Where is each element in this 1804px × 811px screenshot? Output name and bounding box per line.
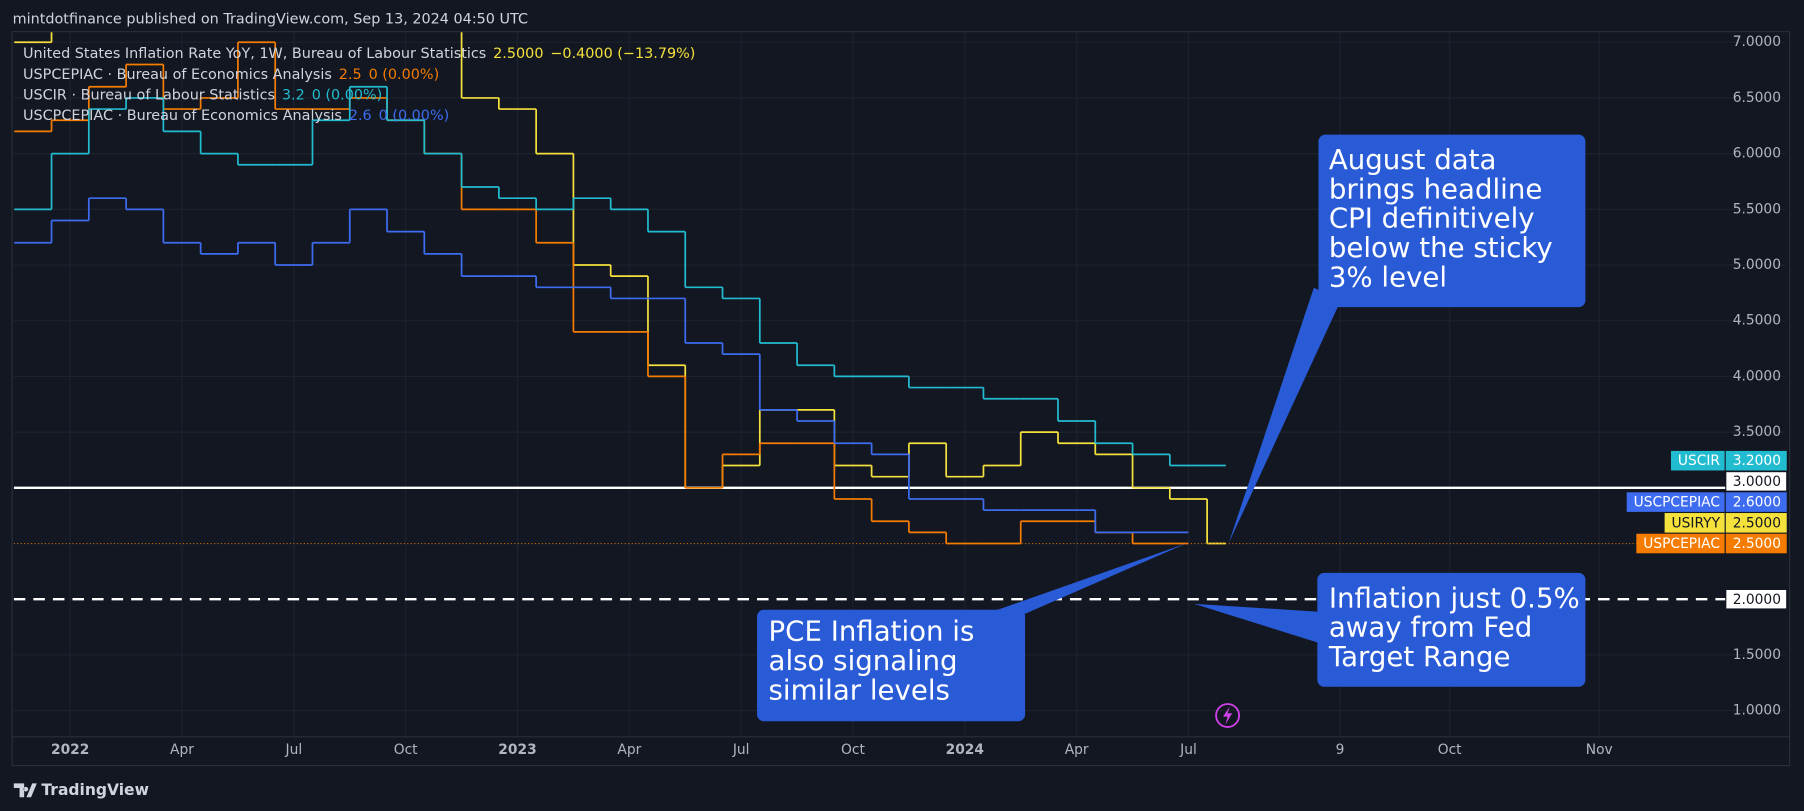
callout-box <box>1318 134 1586 308</box>
x-tick-label: 2022 <box>51 742 89 758</box>
price-label-name: USPCEPIAC <box>1643 536 1720 552</box>
price-label-box <box>1725 588 1788 610</box>
price-label-name: USCPCEPIAC <box>1634 495 1720 511</box>
price-label-name-box <box>1670 450 1725 471</box>
x-tick-label: Jul <box>285 742 303 758</box>
annotation-line: CPI definitively <box>1329 202 1535 235</box>
brand-name: TradingView <box>41 781 149 799</box>
y-tick-label: 5.5000 <box>1733 201 1781 217</box>
y-tick-label: 4.0000 <box>1733 368 1781 384</box>
legend-entry: USCPCEPIAC · Bureau of Economics Analysi… <box>23 108 449 124</box>
annotation-line: August data <box>1329 143 1497 176</box>
legend-entry: USPCEPIAC · Bureau of Economics Analysis… <box>23 67 439 83</box>
y-tick-label: 4.5000 <box>1733 313 1781 329</box>
price-label-box <box>1725 471 1788 492</box>
y-tick-label: 3.5000 <box>1733 424 1781 440</box>
plot-area <box>13 32 1786 601</box>
annotation-line: Target Range <box>1328 640 1511 673</box>
price-label-value: 2.6000 <box>1733 495 1781 511</box>
y-tick-label: 6.0000 <box>1733 146 1781 162</box>
legend-change: 0 (0.00%) <box>312 87 383 103</box>
y-tick-label: 6.5000 <box>1733 90 1781 106</box>
price-label-value: 2.0000 <box>1733 592 1781 608</box>
price-label-box <box>1725 513 1787 533</box>
price-label-box <box>1725 533 1787 554</box>
legend: United States Inflation Rate YoY, 1W, Bu… <box>23 46 695 124</box>
event-icon[interactable] <box>1215 703 1241 728</box>
x-tick-label: 2024 <box>946 742 984 758</box>
annotation-line: similar levels <box>769 673 950 706</box>
legend-entry: USCIR · Bureau of Labour Statistics 3.2 0 … <box>23 87 382 103</box>
chart-frame <box>11 31 1791 767</box>
annotation-line: brings headline <box>1329 172 1543 205</box>
legend-change: 0 (0.00%) <box>369 67 440 83</box>
x-tick-label: Oct <box>1438 742 1462 758</box>
x-tick-label: Nov <box>1586 742 1613 758</box>
legend-change: −0.4000 (−13.79%) <box>550 46 695 62</box>
annotation-line: away from Fed <box>1329 611 1532 644</box>
x-tick-label: Oct <box>394 742 418 758</box>
callout-pointer <box>984 542 1188 615</box>
x-tick-label: 9 <box>1336 742 1345 758</box>
x-tick-label: Jul <box>1179 742 1197 758</box>
x-tick-label: Apr <box>617 742 641 758</box>
legend-value: 2.5000 <box>493 46 543 62</box>
header: mintdotfinance published on TradingView.… <box>13 12 528 28</box>
annotation-line: 3% level <box>1329 260 1447 293</box>
price-label-name: USCIR <box>1678 453 1721 469</box>
legend-value: 3.2 <box>282 87 305 103</box>
callout-box <box>1317 572 1586 687</box>
y-tick-label: 1.5000 <box>1733 647 1781 663</box>
x-tick-label: Apr <box>170 742 194 758</box>
callout-box <box>757 609 1026 722</box>
event-circle[interactable] <box>1215 703 1241 728</box>
price-label-name-box <box>1626 492 1725 512</box>
callout-pointer <box>1194 603 1324 645</box>
legend-entry: United States Inflation Rate YoY, 1W, Bu… <box>23 46 695 62</box>
price-label-value: 3.2000 <box>1733 453 1781 469</box>
y-tick-label: 5.0000 <box>1733 257 1781 273</box>
price-label-name-box <box>1636 533 1725 554</box>
annotation-line: below the sticky <box>1329 231 1553 264</box>
price-label-value: 2.5000 <box>1733 536 1781 552</box>
x-tick-label: 2023 <box>498 742 536 758</box>
callout-pointer <box>1228 287 1341 543</box>
price-label-name-box <box>1664 513 1725 533</box>
y-tick-label: 7.0000 <box>1733 34 1781 50</box>
legend-name: United States Inflation Rate YoY, 1W, Bu… <box>23 46 486 62</box>
price-label-box <box>1725 492 1787 512</box>
legend-name: USCPCEPIAC · Bureau of Economics Analysi… <box>23 108 342 124</box>
price-labels: 1.0000 1.5000 3.5000 4.0000 4.5000 5.0000 5.50… <box>1626 34 1788 719</box>
legend-value: 2.5 <box>339 67 362 83</box>
y-tick-label: 1.0000 <box>1733 703 1781 719</box>
legend-name: USCIR · Bureau of Labour Statistics <box>23 87 275 103</box>
legend-value: 2.6 <box>349 108 372 124</box>
brand-logo <box>13 783 37 798</box>
brand: TradingView <box>13 781 149 799</box>
legend-change: 0 (0.00%) <box>379 108 450 124</box>
x-tick-label: Jul <box>732 742 750 758</box>
x-tick-label: Apr <box>1065 742 1089 758</box>
legend-name: USPCEPIAC · Bureau of Economics Analysis <box>23 67 332 83</box>
price-label-value: 2.5000 <box>1733 515 1781 531</box>
price-label-value: 3.0000 <box>1733 474 1781 490</box>
annotation-line: Inflation just 0.5% <box>1329 581 1580 614</box>
x-tick-label: Oct <box>841 742 865 758</box>
annotation-line: PCE Inflation is <box>769 615 975 648</box>
annotation-line: also signaling <box>769 644 958 677</box>
price-label-name: USIRYY <box>1672 515 1721 531</box>
event-bolt[interactable] <box>1222 706 1233 725</box>
price-label-box <box>1725 450 1787 471</box>
